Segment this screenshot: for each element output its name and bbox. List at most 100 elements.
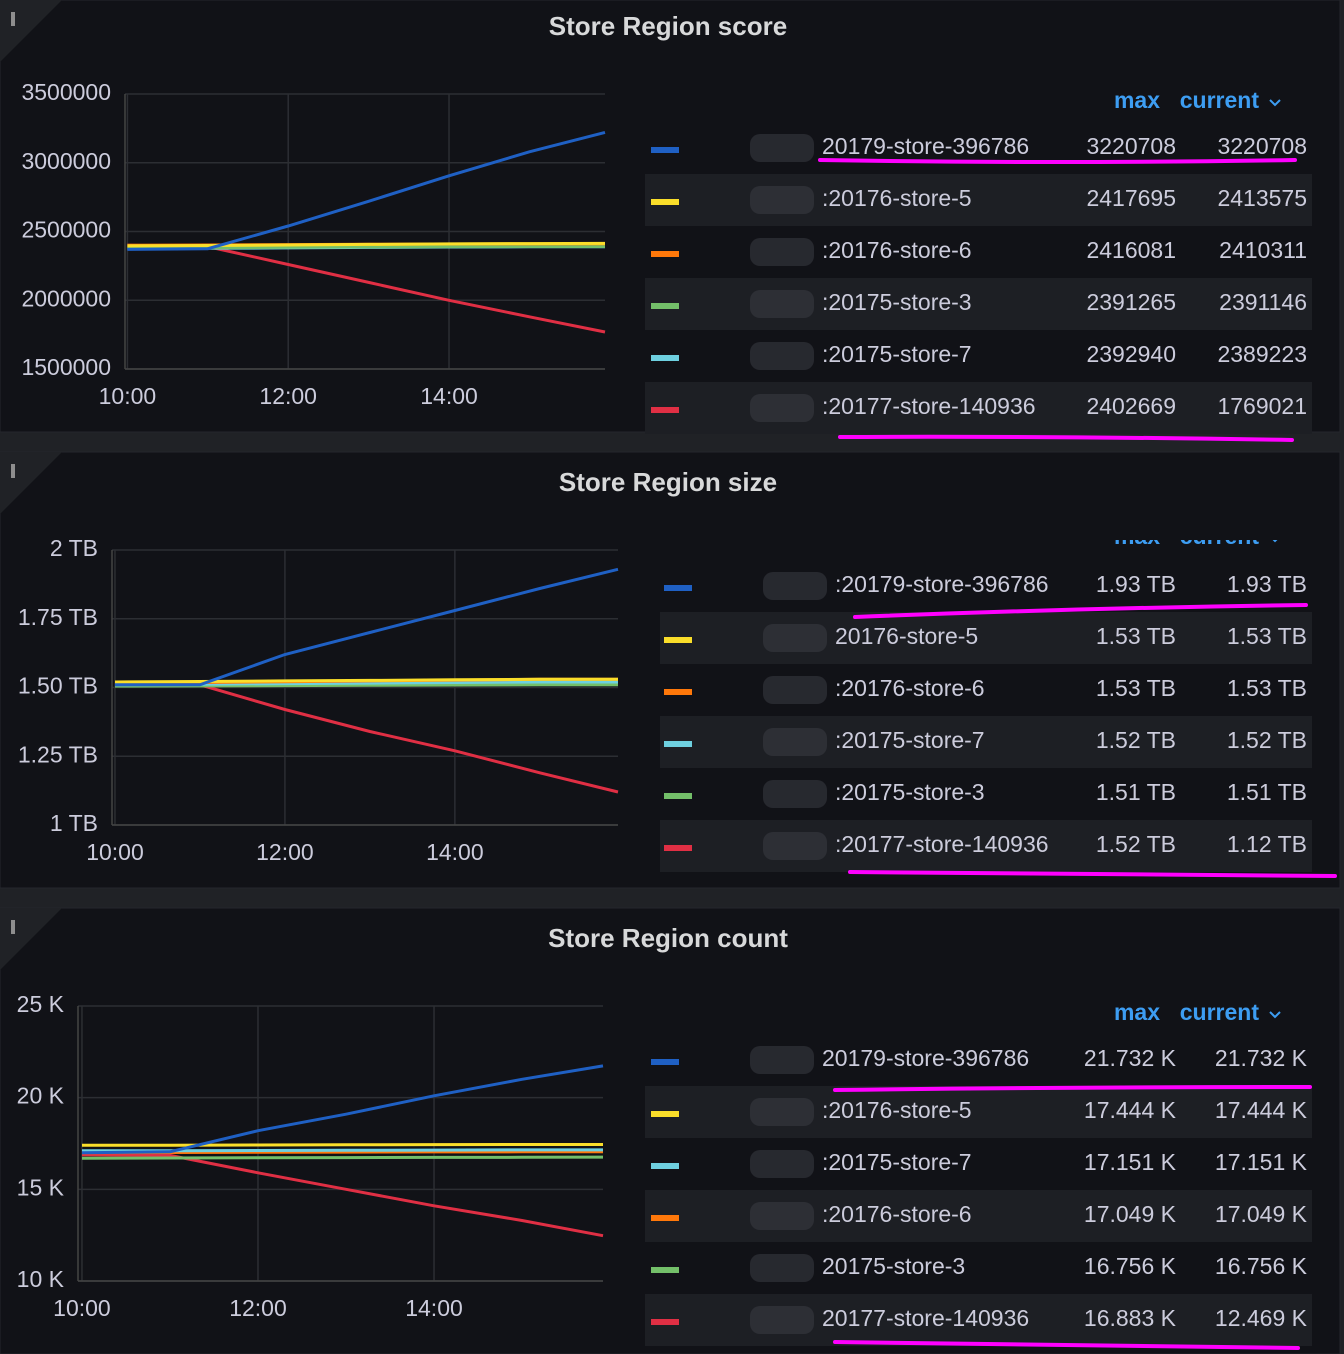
legend-swatch xyxy=(651,1111,679,1117)
legend-series-name: :20176-store-6 xyxy=(822,237,972,263)
panel-title: Store Region size xyxy=(559,467,777,497)
legend-swatch xyxy=(664,689,692,695)
legend-current: 17.049 K xyxy=(1215,1201,1308,1227)
legend-series-name: :20176-store-5 xyxy=(822,185,972,211)
legend-column-header: max xyxy=(1114,523,1160,549)
legend-row-bg xyxy=(645,174,1312,226)
y-tick-label: 25 K xyxy=(17,991,65,1017)
legend-series-name: :20176-store-6 xyxy=(822,1201,972,1227)
x-tick-label: 12:00 xyxy=(259,383,317,409)
legend-swatch xyxy=(651,1163,679,1169)
redacted-blur xyxy=(763,780,827,808)
legend-series-name: 20175-store-3 xyxy=(822,1253,965,1279)
legend-row-bg xyxy=(660,716,1312,768)
panel-title: Store Region score xyxy=(549,11,787,41)
legend-row-bg xyxy=(645,278,1312,330)
series-line xyxy=(127,241,606,248)
redacted-blur xyxy=(750,1150,814,1178)
legend-current: 3220708 xyxy=(1217,133,1307,159)
legend-max: 1.93 TB xyxy=(1096,571,1176,597)
legend-series-name: :20175-store-3 xyxy=(822,289,972,315)
legend-swatch xyxy=(664,793,692,799)
info-icon xyxy=(11,12,15,26)
legend-max: 1.52 TB xyxy=(1096,727,1176,753)
legend-series-name: :20175-store-7 xyxy=(835,727,985,753)
legend-max: 1.53 TB xyxy=(1096,675,1176,701)
x-tick-label: 12:00 xyxy=(256,839,314,865)
redacted-blur xyxy=(750,134,814,162)
redacted-blur xyxy=(763,728,827,756)
series-line xyxy=(81,1153,604,1238)
redacted-blur xyxy=(750,1254,814,1282)
legend-column-header: max xyxy=(1114,999,1160,1025)
x-tick-label: 14:00 xyxy=(420,383,478,409)
legend-row-bg xyxy=(645,1190,1312,1242)
x-tick-label: 10:00 xyxy=(53,1295,111,1321)
legend-swatch xyxy=(651,355,679,361)
y-tick-label: 2000000 xyxy=(21,285,111,311)
redacted-blur xyxy=(750,1202,814,1230)
legend-max: 17.049 K xyxy=(1084,1201,1177,1227)
redacted-blur xyxy=(750,1306,814,1334)
y-tick-label: 2500000 xyxy=(21,217,111,243)
legend-swatch xyxy=(651,1267,679,1273)
y-tick-label: 1500000 xyxy=(21,354,111,380)
legend-current: 17.444 K xyxy=(1215,1097,1308,1123)
legend-max: 2391265 xyxy=(1086,289,1176,315)
legend-current: 21.732 K xyxy=(1215,1045,1308,1071)
legend-series-name: :20176-store-6 xyxy=(835,675,985,701)
redacted-blur xyxy=(750,238,814,266)
sort-icon xyxy=(1272,540,1278,543)
legend-current: 1.53 TB xyxy=(1227,675,1307,701)
highlight-stroke xyxy=(853,603,1308,619)
legend-max: 16.756 K xyxy=(1084,1253,1177,1279)
x-tick-label: 14:00 xyxy=(405,1295,463,1321)
legend-current: 1.93 TB xyxy=(1227,571,1307,597)
series-line xyxy=(81,1155,604,1160)
legend-current: 2410311 xyxy=(1219,237,1307,263)
legend-current: 1769021 xyxy=(1217,393,1307,419)
legend-series-name: 20179-store-396786 xyxy=(822,1045,1029,1071)
legend-row-bg xyxy=(645,1086,1312,1138)
legend-current: 2391146 xyxy=(1219,289,1307,315)
legend-swatch xyxy=(651,1319,679,1325)
legend-series-name: 20177-store-140936 xyxy=(822,1305,1029,1331)
sort-icon xyxy=(1269,99,1281,107)
redacted-blur xyxy=(750,1046,814,1074)
legend-swatch xyxy=(651,1215,679,1221)
panel-title: Store Region count xyxy=(548,923,788,953)
y-tick-label: 2 TB xyxy=(50,535,98,561)
highlight-stroke xyxy=(833,1085,1312,1092)
legend-swatch xyxy=(651,147,679,153)
y-tick-label: 3000000 xyxy=(21,148,111,174)
legend-series-name: :20175-store-7 xyxy=(822,1149,972,1175)
redacted-blur xyxy=(763,676,827,704)
legend-swatch xyxy=(651,303,679,309)
x-tick-label: 12:00 xyxy=(229,1295,287,1321)
legend-series-name: :20176-store-5 xyxy=(822,1097,972,1123)
legend-series-name: :20177-store-140936 xyxy=(822,393,1036,419)
legend-current: 1.12 TB xyxy=(1227,831,1307,857)
x-tick-label: 10:00 xyxy=(86,839,144,865)
redacted-blur xyxy=(763,572,827,600)
legend-row-bg xyxy=(660,612,1312,664)
legend-column-header: current xyxy=(1180,523,1260,549)
legend-current: 1.51 TB xyxy=(1227,779,1307,805)
legend-current: 17.151 K xyxy=(1215,1149,1308,1175)
series-line xyxy=(81,1064,604,1155)
legend-max: 1.52 TB xyxy=(1096,831,1176,857)
legend-column-header: current xyxy=(1180,87,1260,113)
legend-header: max current xyxy=(1114,87,1281,113)
legend-max: 2402669 xyxy=(1086,393,1176,419)
legend-current: 12.469 K xyxy=(1215,1305,1308,1331)
legend-max: 17.444 K xyxy=(1084,1097,1177,1123)
highlight-stroke xyxy=(848,870,1337,878)
legend-series-name: :20175-store-7 xyxy=(822,341,972,367)
legend-max: 2416081 xyxy=(1086,237,1176,263)
legend-current: 1.52 TB xyxy=(1227,727,1307,753)
y-tick-label: 1.50 TB xyxy=(18,673,98,699)
y-tick-label: 3500000 xyxy=(21,79,111,105)
legend-max: 2417695 xyxy=(1086,185,1176,211)
y-tick-label: 1 TB xyxy=(50,810,98,836)
sort-icon xyxy=(1269,1011,1281,1019)
